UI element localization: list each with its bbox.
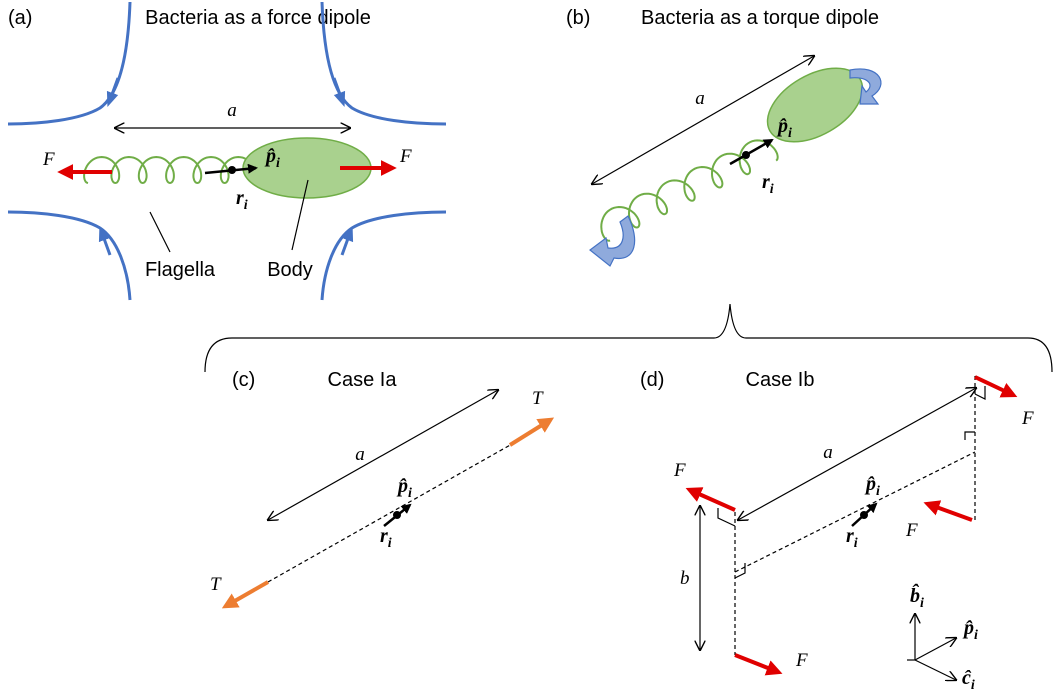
figure: (a) Bacteria as a force dipole a F F p̂i… bbox=[0, 0, 1056, 695]
subscript: i bbox=[854, 536, 858, 551]
panel-title: Bacteria as a torque dipole bbox=[641, 7, 879, 29]
torque-arrow bbox=[510, 420, 550, 445]
position-label: ri bbox=[762, 171, 774, 197]
orientation-label: p̂i bbox=[864, 473, 880, 499]
axis-label: ĉi bbox=[962, 667, 975, 693]
force-label: F bbox=[42, 149, 55, 170]
position-label: ri bbox=[846, 525, 858, 551]
subscript: i bbox=[971, 678, 975, 693]
body-label: Body bbox=[267, 259, 313, 281]
subscript: i bbox=[974, 628, 978, 643]
subscript: i bbox=[770, 182, 774, 197]
position-dot bbox=[393, 511, 401, 519]
subscript: i bbox=[876, 484, 880, 499]
symbol: r bbox=[380, 525, 388, 547]
flow-arrow bbox=[334, 78, 342, 100]
length-label: a bbox=[823, 442, 833, 463]
panel-title: Bacteria as a force dipole bbox=[145, 7, 371, 29]
panel-title: Case Ia bbox=[328, 369, 398, 391]
force-arrow bbox=[690, 490, 735, 510]
symbol: p̂ bbox=[396, 475, 408, 497]
brace bbox=[205, 304, 1052, 372]
length-label: a bbox=[355, 444, 365, 465]
axis-vector bbox=[915, 638, 956, 660]
axis-line bbox=[735, 452, 975, 572]
length-label: a bbox=[695, 88, 705, 109]
symbol: p̂ bbox=[864, 473, 876, 495]
force-arrow bbox=[928, 504, 972, 520]
axis-vector bbox=[915, 660, 956, 680]
torque-arrow bbox=[226, 582, 268, 606]
force-label: F bbox=[1021, 408, 1034, 429]
orientation-arrow bbox=[730, 140, 772, 164]
length-arrow bbox=[738, 388, 976, 520]
symbol: b̂ bbox=[910, 582, 920, 607]
panel-label: (d) bbox=[640, 369, 664, 391]
force-arrow bbox=[975, 377, 1013, 395]
length-arrow bbox=[268, 390, 498, 520]
force-arrow bbox=[735, 655, 778, 672]
position-dot bbox=[860, 511, 868, 519]
symbol: r bbox=[846, 525, 854, 547]
force-label: F bbox=[673, 460, 686, 481]
symbol: p̂ bbox=[776, 115, 788, 137]
force-label: F bbox=[399, 146, 412, 167]
flow-line bbox=[8, 212, 130, 300]
panel-label: (b) bbox=[566, 7, 590, 29]
subscript: i bbox=[920, 596, 924, 611]
subscript: i bbox=[788, 126, 792, 141]
force-label: F bbox=[795, 650, 808, 671]
subscript: i bbox=[408, 486, 412, 501]
symbol: r bbox=[762, 171, 770, 193]
right-angle bbox=[718, 386, 985, 578]
position-dot bbox=[228, 166, 236, 174]
length-label: a bbox=[227, 100, 237, 121]
panel-label: (c) bbox=[232, 369, 255, 391]
symbol: p̂ bbox=[264, 145, 276, 167]
rotation-arrow bbox=[590, 216, 635, 266]
symbol: r bbox=[236, 187, 244, 209]
subscript: i bbox=[276, 156, 280, 171]
torque-label: T bbox=[210, 574, 222, 595]
orientation-label: p̂i bbox=[396, 475, 412, 501]
axis-label: p̂i bbox=[962, 617, 978, 643]
subscript: i bbox=[244, 198, 248, 213]
panel-title: Case Ib bbox=[746, 369, 815, 391]
position-dot bbox=[742, 151, 750, 159]
torque-label: T bbox=[532, 388, 544, 409]
axis-label: b̂i bbox=[910, 582, 924, 611]
subscript: i bbox=[388, 536, 392, 551]
symbol: p̂ bbox=[962, 617, 974, 639]
pointer-line bbox=[150, 212, 170, 252]
axis-line bbox=[268, 444, 512, 582]
flow-arrow bbox=[110, 78, 118, 100]
flagella-label: Flagella bbox=[145, 259, 216, 281]
panel-label: (a) bbox=[8, 7, 32, 29]
force-label: F bbox=[905, 520, 918, 541]
offset-label: b bbox=[680, 568, 690, 589]
position-label: ri bbox=[236, 187, 248, 213]
position-label: ri bbox=[380, 525, 392, 551]
flow-line bbox=[322, 212, 446, 300]
